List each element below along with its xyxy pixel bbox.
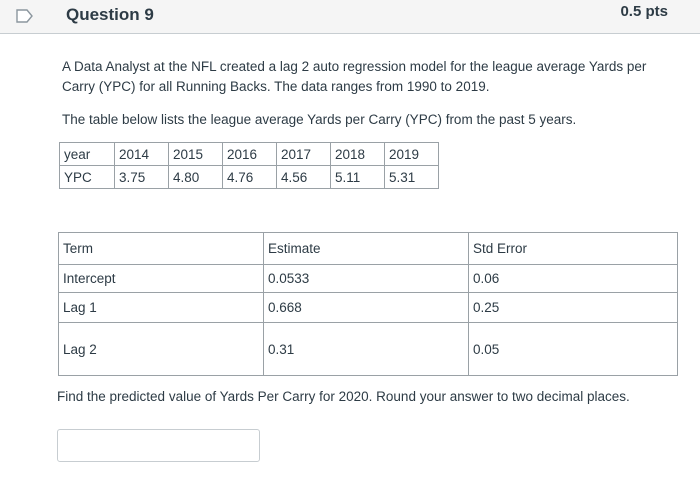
table-cell: 0.0533 [263,264,469,293]
table-row: Lag 2 0.31 0.05 [58,322,678,376]
table-cell: 2018 [330,142,385,166]
table-cell: 5.11 [330,165,385,189]
table-row: Lag 1 0.668 0.25 [58,292,678,323]
table-cell: YPC [59,165,115,189]
table-cell: 0.31 [263,322,469,376]
question-intro: A Data Analyst at the NFL created a lag … [62,59,647,94]
table-cell: 2019 [384,142,439,166]
table-intro: The table below lists the league average… [62,112,577,127]
table-cell: 3.75 [114,165,169,189]
table-cell: 0.25 [468,292,678,323]
regression-table: Term Estimate Std Error Intercept 0.0533… [58,232,678,376]
question-body: A Data Analyst at the NFL created a lag … [0,34,700,493]
question-prompt: Find the predicted value of Yards Per Ca… [57,389,630,404]
ypc-table: year 2014 2015 2016 2017 2018 2019 YPC 3… [59,142,439,189]
table-cell: 4.80 [168,165,223,189]
table-cell: Intercept [58,264,264,293]
table-cell: 2017 [276,142,331,166]
table-cell: 4.56 [276,165,331,189]
table-row: YPC 3.75 4.80 4.76 4.56 5.11 5.31 [59,165,439,189]
table-row: year 2014 2015 2016 2017 2018 2019 [59,142,439,166]
table-cell: year [59,142,115,166]
table-cell: 0.05 [468,322,678,376]
flag-question-icon[interactable] [16,9,34,23]
table-cell: 4.76 [222,165,277,189]
table-header-row: Term Estimate Std Error [58,232,678,265]
answer-input[interactable] [57,429,260,462]
table-header-cell: Std Error [468,232,678,265]
question-header: Question 9 0.5 pts [0,0,700,34]
question-title: Question 9 [66,5,154,24]
table-cell: 2015 [168,142,223,166]
table-header-cell: Term [58,232,264,265]
table-cell: Lag 2 [58,322,264,376]
table-cell: 5.31 [384,165,439,189]
table-header-cell: Estimate [263,232,469,265]
table-cell: 2014 [114,142,169,166]
table-cell: Lag 1 [58,292,264,323]
table-cell: 0.06 [468,264,678,293]
table-cell: 0.668 [263,292,469,323]
question-points: 0.5 pts [620,3,668,20]
table-row: Intercept 0.0533 0.06 [58,264,678,293]
table-cell: 2016 [222,142,277,166]
